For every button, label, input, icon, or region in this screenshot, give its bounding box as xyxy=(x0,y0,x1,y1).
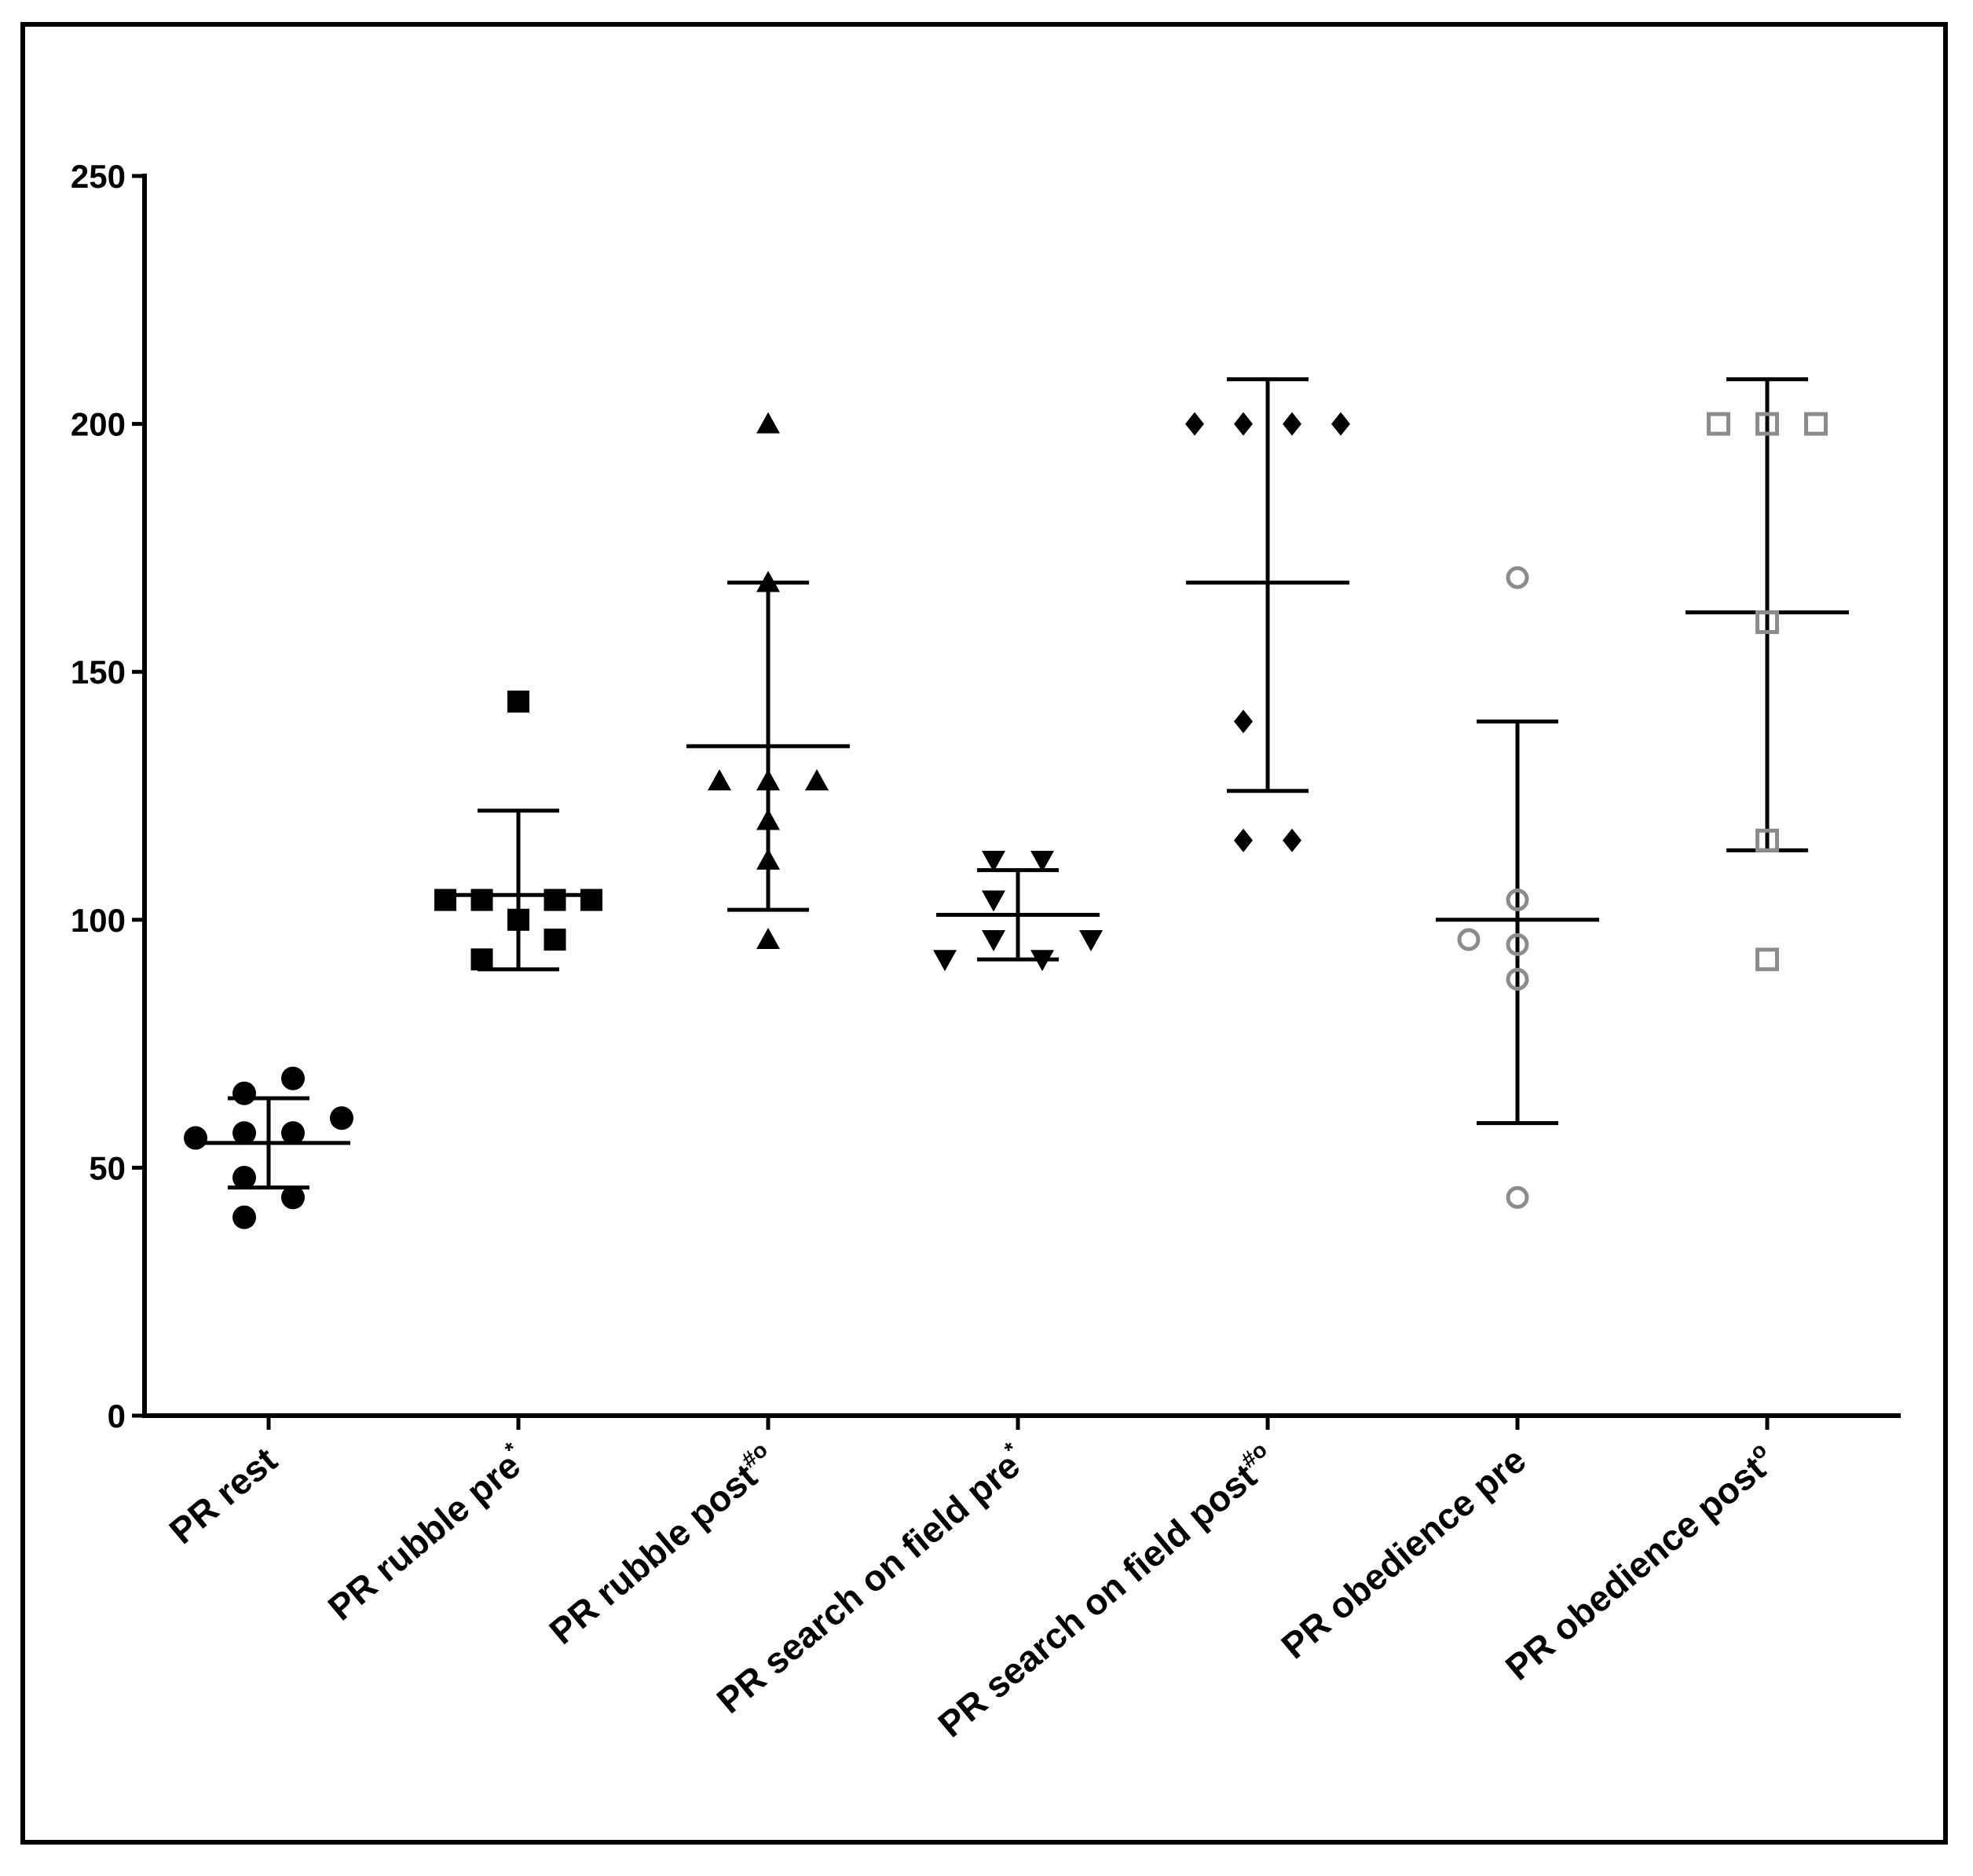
data-point xyxy=(232,1081,256,1105)
data-point xyxy=(507,691,529,713)
data-point xyxy=(805,769,829,791)
data-point xyxy=(756,928,780,950)
data-point xyxy=(470,948,493,971)
x-category-label: PR rubble post#o xyxy=(540,1438,784,1652)
data-point xyxy=(756,412,780,434)
y-tick-label: 0 xyxy=(108,1398,126,1434)
data-point xyxy=(1506,933,1529,956)
data-point xyxy=(232,1205,256,1229)
axes xyxy=(142,174,1901,1418)
x-category-label: PR obedience pre xyxy=(1273,1439,1533,1667)
data-point xyxy=(982,890,1005,912)
data-point xyxy=(1755,947,1779,972)
error-bars xyxy=(187,377,1849,1190)
y-tick-label: 150 xyxy=(71,654,126,691)
y-tick-label: 250 xyxy=(71,158,126,195)
y-tick-label: 100 xyxy=(71,902,126,939)
data-point xyxy=(1506,566,1529,589)
data-point xyxy=(1707,412,1730,436)
data-point xyxy=(1030,851,1054,873)
data-point xyxy=(982,851,1005,873)
data-point xyxy=(982,930,1005,952)
data-point xyxy=(281,1121,305,1145)
data-point xyxy=(1506,1185,1529,1209)
data-point xyxy=(184,1126,207,1150)
x-axis-category-labels: PR rest PR rubble pre*PR rubble post#o PR … xyxy=(162,1416,1784,1745)
x-category-label: PR obedience posto xyxy=(1496,1438,1784,1688)
data-point xyxy=(470,889,493,911)
data-point xyxy=(434,889,456,911)
y-tick-label: 50 xyxy=(89,1149,126,1186)
x-category-label: PR rest xyxy=(162,1439,285,1552)
data-points xyxy=(184,412,1828,1229)
data-point xyxy=(1079,930,1103,952)
figure-frame xyxy=(20,22,1948,1845)
x-category-label: PR rubble pre* xyxy=(319,1437,535,1628)
y-tick-label: 200 xyxy=(71,406,126,443)
data-point xyxy=(281,1185,305,1210)
data-point xyxy=(1506,968,1529,991)
data-point xyxy=(232,1121,256,1145)
data-point xyxy=(544,889,566,911)
data-point xyxy=(281,1066,305,1090)
data-point xyxy=(756,848,780,870)
data-point xyxy=(330,1106,353,1130)
data-point xyxy=(507,908,529,931)
data-point xyxy=(1506,889,1529,912)
data-point xyxy=(1234,828,1253,852)
data-point xyxy=(756,570,780,592)
data-point xyxy=(232,1166,256,1190)
data-point xyxy=(544,929,566,951)
data-point xyxy=(1804,412,1828,436)
data-point xyxy=(1755,610,1779,635)
data-point xyxy=(756,769,780,791)
data-point xyxy=(1755,412,1779,436)
data-point xyxy=(1457,928,1481,951)
data-point xyxy=(708,769,731,791)
data-point xyxy=(756,808,780,830)
data-point xyxy=(1331,412,1350,436)
data-point xyxy=(1283,828,1301,852)
data-point xyxy=(1234,412,1253,436)
data-point xyxy=(1283,412,1301,436)
data-point xyxy=(933,950,957,972)
data-point xyxy=(580,889,602,911)
data-point xyxy=(1185,412,1204,436)
data-point xyxy=(1755,828,1779,852)
data-point xyxy=(1234,709,1253,734)
y-axis-ticks: 0 50 100 150 200 250 xyxy=(71,158,145,1434)
data-point xyxy=(1030,950,1054,972)
